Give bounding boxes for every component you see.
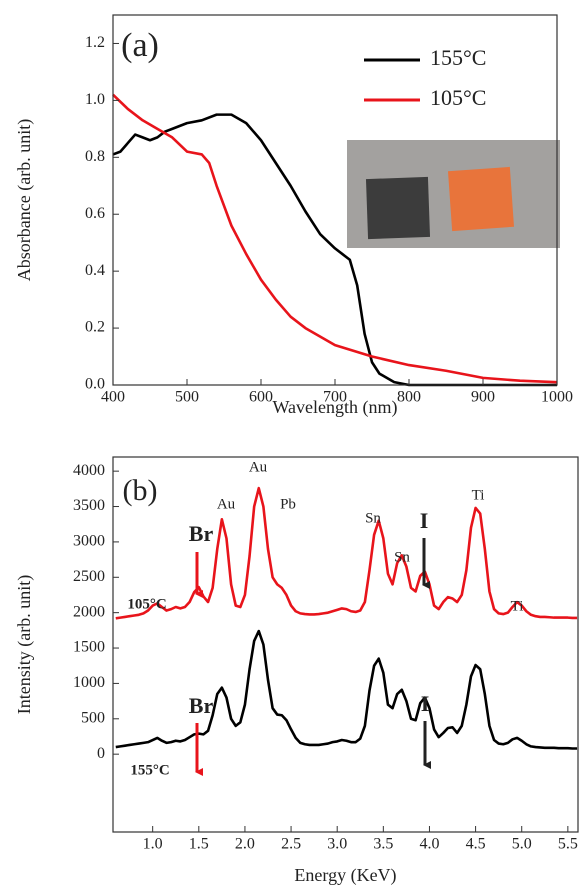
y-tick-label: 0.6 <box>85 205 105 222</box>
sample-dark <box>365 176 431 240</box>
series-label: 105°C <box>127 596 166 612</box>
series-label: 155°C <box>130 762 169 778</box>
series-line <box>112 113 557 387</box>
annotation: I <box>421 691 430 716</box>
y-tick-label: 1.0 <box>85 91 105 108</box>
y-tick-label: 0.0 <box>85 376 105 393</box>
x-tick-label: 500 <box>175 389 199 406</box>
x-axis-title: Wavelength (nm) <box>272 397 397 418</box>
x-tick-label: 600 <box>249 389 273 406</box>
y-axis-title: Intensity (arb. unit) <box>14 575 35 714</box>
y-tick-label: 1000 <box>73 674 105 691</box>
x-tick-label: 900 <box>471 389 495 406</box>
y-tick-label: 0.2 <box>85 319 105 336</box>
y-tick-label: 500 <box>81 709 105 726</box>
x-tick-label: 700 <box>323 389 347 406</box>
y-tick-label: 1500 <box>73 639 105 656</box>
annotation: Pb <box>280 496 296 512</box>
annotation: Ti <box>472 487 485 503</box>
series-line <box>112 93 558 384</box>
annotation: Sn <box>394 549 410 565</box>
legend-label: 155°C <box>430 45 486 70</box>
y-tick-label: 0.8 <box>85 148 105 165</box>
x-tick-label: 5.0 <box>512 836 532 853</box>
annotation: (b) <box>123 474 158 507</box>
x-axis-title: Energy (KeV) <box>294 865 396 886</box>
y-axis-title: Absorbance (arb. unit) <box>14 119 35 281</box>
x-tick-label: 2.0 <box>235 836 255 853</box>
x-tick-label: 1.0 <box>143 836 163 853</box>
annotation: Sn <box>365 510 381 526</box>
annotation: (a) <box>121 27 159 64</box>
x-tick-label: 800 <box>397 389 421 406</box>
y-tick-label: 1.2 <box>85 34 105 51</box>
x-tick-label: 4.0 <box>419 836 439 853</box>
annotation: Au <box>249 459 268 475</box>
x-tick-label: 3.5 <box>373 836 393 853</box>
y-tick-label: 2500 <box>73 568 105 585</box>
annotation: Br <box>189 521 214 546</box>
x-tick-label: 4.5 <box>466 836 486 853</box>
y-tick-label: 4000 <box>73 462 105 479</box>
annotation: Br <box>189 693 214 718</box>
annotation: Ti <box>511 598 524 614</box>
series-line <box>115 629 578 750</box>
series-line <box>115 486 578 620</box>
y-tick-label: 3000 <box>73 533 105 550</box>
x-tick-label: 5.5 <box>558 836 578 853</box>
y-tick-label: 3500 <box>73 497 105 514</box>
annotation: Au <box>217 496 236 512</box>
x-tick-label: 400 <box>101 389 125 406</box>
plot-frame <box>112 456 579 833</box>
x-tick-label: 2.5 <box>281 836 301 853</box>
x-tick-label: 3.0 <box>327 836 347 853</box>
legend-label: 105°C <box>430 85 486 110</box>
x-tick-label: 1.5 <box>189 836 209 853</box>
x-tick-label: 1000 <box>541 389 573 406</box>
y-tick-label: 0.4 <box>85 262 105 279</box>
sample-orange <box>447 166 515 232</box>
y-tick-label: 0 <box>97 745 105 762</box>
annotation: I <box>420 508 429 533</box>
y-tick-label: 2000 <box>73 603 105 620</box>
